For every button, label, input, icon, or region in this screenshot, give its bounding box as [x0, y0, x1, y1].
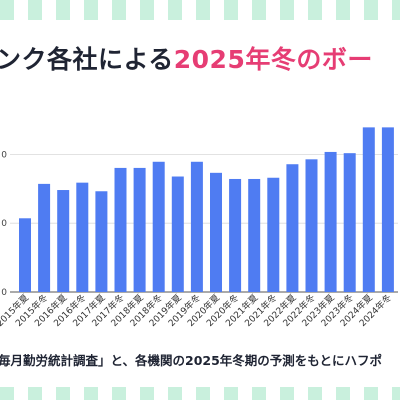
chart-bar [76, 182, 89, 292]
chart-bar [248, 178, 261, 292]
page-title: ンク各社による2025年冬のボー [0, 40, 400, 74]
chart-bar [114, 167, 127, 292]
source-caption: 毎月勤労統計調査」と、各機関の2025年冬期の予測をもとにハフポ [0, 353, 383, 368]
chart-bar [210, 172, 222, 292]
title-highlight: 2025年冬のボー [173, 45, 373, 74]
y-tick-label: 0 [1, 219, 7, 229]
bonus-bar-chart: 0 0 0 2015年夏2015年冬2016年夏2016年冬2017年夏2017年冬… [0, 127, 398, 329]
chart-bar [381, 127, 394, 292]
top-stripe-decoration [0, 0, 400, 20]
chart-bars [19, 127, 394, 292]
chart-bar [19, 218, 31, 292]
chart-y-ticks: 0 0 0 [1, 150, 7, 298]
bottom-stripe-decoration [0, 387, 400, 400]
title-prefix: ンク各社による [0, 45, 174, 74]
chart-bar [305, 159, 318, 292]
chart-bar [133, 167, 146, 292]
chart-bar [171, 176, 184, 292]
y-tick-label: 0 [1, 288, 7, 298]
chart-bar [286, 164, 299, 292]
chart-bar [152, 161, 165, 292]
chart-bar [362, 127, 375, 292]
chart-bar [229, 178, 242, 292]
chart-bar [267, 177, 280, 292]
chart-x-ticks: 2015年夏2015年冬2016年夏2016年冬2017年夏2017年冬2018… [0, 292, 394, 329]
y-tick-label: 0 [1, 150, 7, 160]
chart-bar [324, 151, 337, 292]
chart-bar [95, 191, 108, 292]
chart-bar [38, 183, 51, 292]
chart-bar [57, 190, 70, 292]
chart-bar [343, 153, 356, 292]
chart-bar [190, 161, 203, 292]
